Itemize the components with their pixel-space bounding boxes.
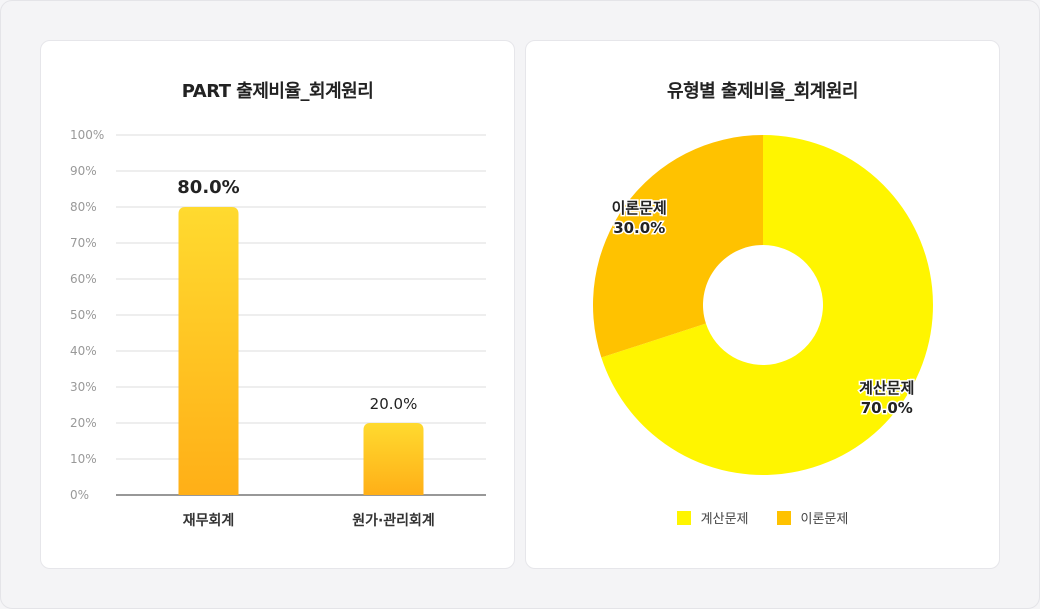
donut-slice[interactable] <box>601 135 933 475</box>
slice-value-label: 30.0% <box>613 219 665 237</box>
legend-item-theory[interactable]: 이론문제 <box>776 508 849 527</box>
legend-swatch <box>776 510 791 525</box>
bar-chart-title: PART 출제비율_회계원리 <box>181 81 374 102</box>
y-tick-label: 30% <box>70 380 97 394</box>
y-tick-label: 70% <box>70 236 97 250</box>
y-tick-label: 100% <box>70 128 104 142</box>
donut-chart: 계산문제 70.0% 이론문제 30.0% <box>593 135 933 475</box>
y-tick-label: 10% <box>70 452 97 466</box>
x-category-label: 재무회계 <box>183 513 235 529</box>
donut-slice[interactable] <box>593 135 763 358</box>
bar-value-label: 80.0% <box>177 177 239 198</box>
bar[interactable] <box>178 207 239 495</box>
legend-item-calc[interactable]: 계산문제 <box>676 508 749 527</box>
y-tick-label: 0% <box>70 488 89 502</box>
donut-legend: 계산문제 이론문제 <box>526 508 999 527</box>
slice-value-label: 70.0% <box>861 399 913 417</box>
bar-chart-card: PART 출제비율_회계원리 0% 10% 20% 30% 40% 50% 60% 70% 80… <box>40 40 515 569</box>
y-tick-label: 40% <box>70 344 97 358</box>
bar-value-label: 20.0% <box>370 395 418 413</box>
x-category-label: 원가·관리회계 <box>352 512 435 529</box>
donut-chart-title: 유형별 출제비율_회계원리 <box>667 81 858 102</box>
y-tick-label: 80% <box>70 200 97 214</box>
donut-chart-card: 유형별 출제비율_회계원리 계산문제 70.0% 이론문제 30.0% 계산문제 이론… <box>525 40 1000 569</box>
legend-label: 이론문제 <box>800 512 849 527</box>
y-tick-label: 90% <box>70 164 97 178</box>
slice-category-label: 이론문제 <box>612 199 667 217</box>
y-tick-label: 60% <box>70 272 97 286</box>
legend-label: 계산문제 <box>700 512 749 527</box>
bar[interactable] <box>363 423 424 495</box>
slice-category-label: 계산문제 <box>859 379 914 397</box>
legend-swatch <box>676 510 691 525</box>
y-tick-label: 20% <box>70 416 97 430</box>
y-tick-label: 50% <box>70 308 97 322</box>
bar-chart: 0% 10% 20% 30% 40% 50% 60% 70% 80% 90% 100% 80.0% 2… <box>70 128 486 529</box>
